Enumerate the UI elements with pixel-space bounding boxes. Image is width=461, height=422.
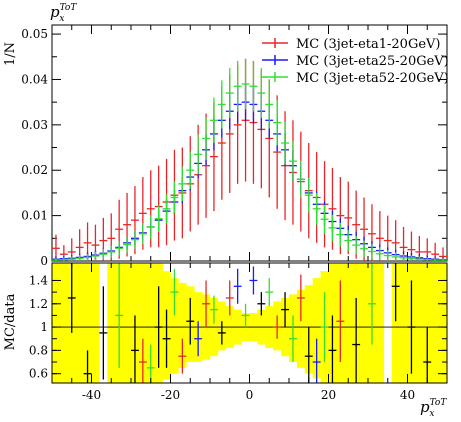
ratio-band-bin <box>415 263 424 383</box>
main-y-axis-label: 1/N <box>3 42 18 66</box>
x-axis-label-symbol: p <box>420 398 430 416</box>
series-3 <box>52 58 447 261</box>
ratio-band-bin <box>178 282 187 368</box>
ratio-y-tick-label: 1 <box>40 320 48 334</box>
legend: MC (3jet-eta1-20GeV) MC (3jet-eta25-20GeV… <box>262 37 449 86</box>
main-y-tick-label: 0.01 <box>21 209 48 223</box>
chart-title-symbol: p <box>50 3 60 21</box>
ratio-band-bin <box>439 263 448 383</box>
x-tick-label: -20 <box>161 388 180 402</box>
ratio-y-axis-label: MC/data <box>3 293 18 350</box>
x-tick-label: 20 <box>321 388 336 402</box>
ratio-axis-ticks: 0.6 0.8 1 1.2 1.4 -40 -20 0 20 40 <box>29 263 448 402</box>
ratio-band-bin <box>423 263 432 383</box>
ratio-band-bin <box>91 263 100 383</box>
ratio-band-bin <box>399 263 408 383</box>
x-axis-label: pToT x <box>420 398 447 419</box>
series-1 <box>52 59 447 261</box>
x-axis-label-superscript: ToT <box>430 398 448 408</box>
ratio-band-bin <box>75 263 84 383</box>
ratio-band-bin <box>344 263 353 383</box>
chart-title: pToT x <box>50 3 77 24</box>
x-tick-label: 40 <box>400 388 415 402</box>
ratio-band-bin <box>360 263 369 383</box>
ratio-band-bin <box>138 263 148 383</box>
ratio-band-bin <box>146 263 155 383</box>
main-y-tick-label: 0.04 <box>21 72 48 86</box>
ratio-band-bin <box>83 263 92 383</box>
ratio-band-bin <box>123 263 132 383</box>
x-tick-label: 0 <box>246 388 254 402</box>
x-tick-label: -40 <box>82 388 101 402</box>
ratio-band-bin <box>107 263 116 383</box>
chart-title-subscript: x <box>59 14 64 24</box>
main-axis-ticks: 0 0.01 0.02 0.03 0.04 0.05 <box>21 25 448 268</box>
legend-label-3: MC (3jet-eta52-20GeV) <box>296 71 449 86</box>
ratio-y-tick-label: 1.4 <box>29 273 48 287</box>
ratio-y-tick-label: 1.2 <box>29 297 48 311</box>
ratio-plot-panel: 0.6 0.8 1 1.2 1.4 -40 -20 0 20 40 MC/data pToT x <box>3 262 448 419</box>
ratio-y-tick-label: 0.6 <box>29 367 48 381</box>
ratio-band-bin <box>375 263 385 383</box>
ratio-band-bin <box>391 263 400 383</box>
x-axis-label-subscript: x <box>429 409 434 419</box>
main-y-tick-label: 0 <box>40 254 48 268</box>
main-series-group <box>52 58 447 261</box>
chart-title-superscript: ToT <box>60 3 78 13</box>
legend-label-2: MC (3jet-eta25-20GeV) <box>296 54 449 69</box>
legend-label-1: MC (3jet-eta1-20GeV) <box>296 37 441 52</box>
main-y-tick-label: 0.02 <box>21 163 48 177</box>
ratio-band-bin <box>312 278 321 379</box>
main-y-tick-label: 0.05 <box>21 27 48 41</box>
ratio-band-bin <box>52 263 61 383</box>
ratio-band-bin <box>431 263 440 383</box>
main-y-tick-label: 0.03 <box>21 118 48 132</box>
ratio-band-bin <box>170 278 179 374</box>
ratio-y-tick-label: 0.8 <box>29 343 48 357</box>
main-plot-panel: 0 0.01 0.02 0.03 0.04 0.05 1/N MC (3jet-eta1-… <box>3 24 449 268</box>
ratio-points-group <box>67 263 432 383</box>
ratio-band-bin <box>296 289 306 368</box>
ratio-band-bin <box>59 263 69 383</box>
